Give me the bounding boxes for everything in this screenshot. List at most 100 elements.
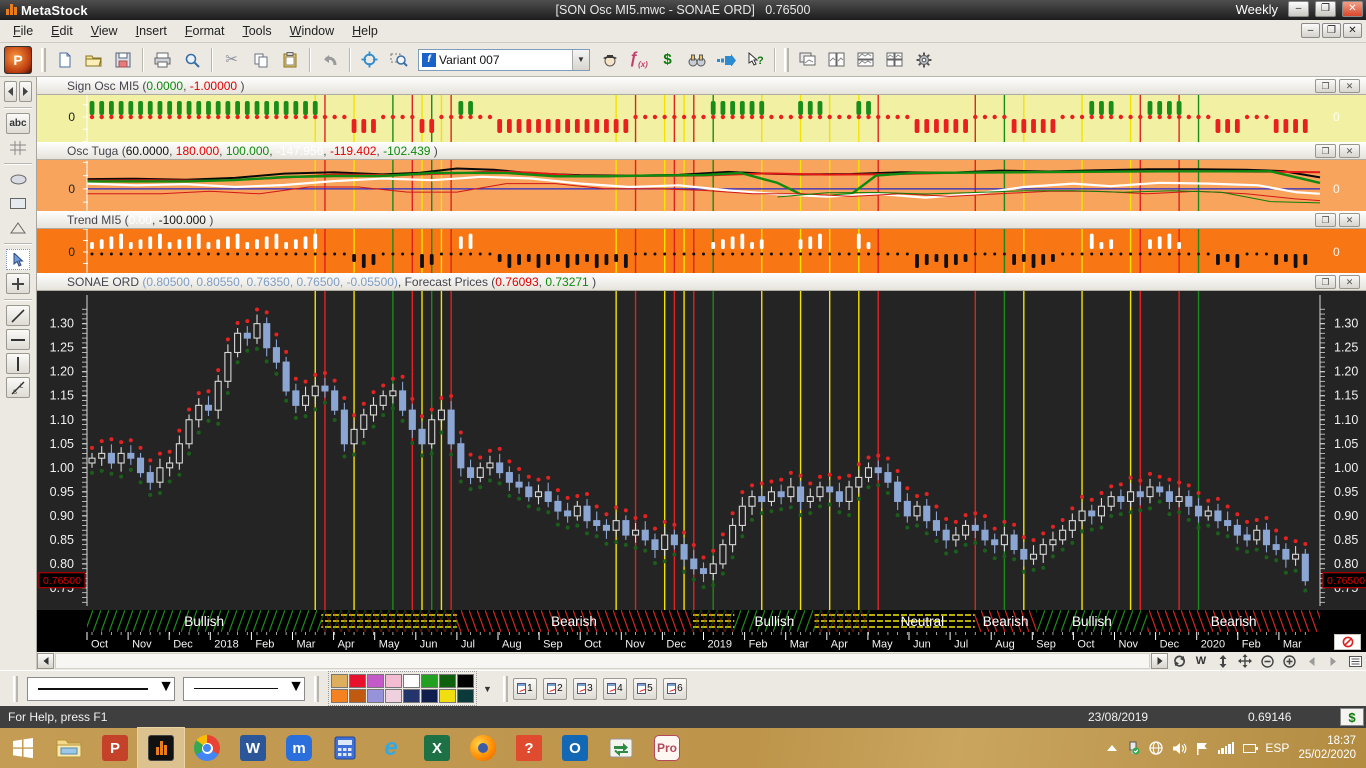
scroll-left-button[interactable] xyxy=(37,653,54,669)
color-swatch[interactable] xyxy=(439,674,456,688)
color-swatch[interactable] xyxy=(349,674,366,688)
menu-format[interactable]: Format xyxy=(184,24,225,38)
grid-tool[interactable] xyxy=(6,137,30,158)
signal-strength-icon[interactable] xyxy=(1217,742,1235,754)
color-swatch[interactable] xyxy=(331,674,348,688)
taskbar-chrome[interactable] xyxy=(184,728,230,768)
taskbar-excel[interactable]: X xyxy=(414,728,460,768)
crosshair-tool[interactable] xyxy=(6,273,30,294)
weekly-periodicity-button[interactable]: W xyxy=(1190,653,1212,669)
action-center-flag-icon[interactable] xyxy=(1196,742,1209,755)
tile-grid-button[interactable] xyxy=(881,46,908,73)
system-tester-button[interactable]: $ xyxy=(654,46,681,73)
ellipse-tool[interactable] xyxy=(6,169,30,190)
volume-icon[interactable] xyxy=(1172,742,1187,755)
pan-button[interactable] xyxy=(1234,653,1256,669)
paste-button[interactable] xyxy=(276,46,303,73)
line-weight-combobox[interactable]: ▼ xyxy=(183,676,305,701)
color-swatch[interactable] xyxy=(421,674,438,688)
color-swatch[interactable] xyxy=(457,689,474,703)
color-swatch[interactable] xyxy=(385,674,402,688)
open-chart-button[interactable] xyxy=(80,46,107,73)
clock[interactable]: 18:37 25/02/2020 xyxy=(1298,734,1356,763)
color-swatch[interactable] xyxy=(457,674,474,688)
line-style-combobox[interactable]: ▼ xyxy=(27,676,175,701)
pointer-tool[interactable] xyxy=(6,249,30,270)
price-close-button[interactable]: ✕ xyxy=(1339,275,1360,289)
prev-button[interactable] xyxy=(1300,653,1322,669)
network-icon[interactable] xyxy=(1149,741,1163,755)
color-swatch[interactable] xyxy=(331,689,348,703)
trend-close-button[interactable]: ✕ xyxy=(1339,213,1360,227)
explorer-button[interactable] xyxy=(596,46,623,73)
color-swatch[interactable] xyxy=(367,689,384,703)
cut-button[interactable]: ✂ xyxy=(218,46,245,73)
layout-button-6[interactable]: 6 xyxy=(662,677,687,700)
taskbar-maxthon[interactable]: m xyxy=(276,728,322,768)
color-swatch[interactable] xyxy=(367,674,384,688)
toolbar-grip[interactable] xyxy=(41,47,46,72)
copy-button[interactable] xyxy=(247,46,274,73)
print-button[interactable] xyxy=(149,46,176,73)
menu-view[interactable]: View xyxy=(90,24,118,38)
next-button[interactable] xyxy=(1322,653,1344,669)
taskbar-calculator[interactable] xyxy=(322,728,368,768)
battery-icon[interactable] xyxy=(1243,743,1259,753)
child-close-button[interactable]: ✕ xyxy=(1343,23,1362,38)
child-minimize-button[interactable]: – xyxy=(1301,23,1320,38)
taskbar-file-explorer[interactable] xyxy=(46,728,92,768)
sign-osc-maximize-button[interactable]: ❐ xyxy=(1315,79,1336,93)
taskbar-word[interactable]: W xyxy=(230,728,276,768)
color-swatch[interactable] xyxy=(421,689,438,703)
taskbar-powerpoint[interactable]: P xyxy=(92,728,138,768)
taskbar-outlook[interactable]: O xyxy=(552,728,598,768)
tile-vertical-button[interactable] xyxy=(823,46,850,73)
cascade-windows-button[interactable] xyxy=(794,46,821,73)
refresh-button[interactable] xyxy=(1168,653,1190,669)
context-help-button[interactable]: ? xyxy=(741,46,768,73)
indicator-builder-button[interactable]: ƒ(x) xyxy=(625,46,652,73)
no-entry-button[interactable] xyxy=(1334,634,1361,650)
palette-arrow[interactable]: ▼ xyxy=(483,683,492,694)
menu-edit[interactable]: Edit xyxy=(51,24,73,38)
trendline-tool[interactable] xyxy=(6,305,30,326)
taskbar-internet-explorer[interactable]: e xyxy=(368,728,414,768)
start-button[interactable] xyxy=(0,728,46,768)
save-button[interactable] xyxy=(109,46,136,73)
color-swatch[interactable] xyxy=(439,689,456,703)
zoom-out-button[interactable] xyxy=(1256,653,1278,669)
minimize-button[interactable]: – xyxy=(1288,1,1309,17)
osc-tuga-close-button[interactable]: ✕ xyxy=(1339,144,1360,158)
child-restore-button[interactable]: ❐ xyxy=(1322,23,1341,38)
menu-tools[interactable]: Tools xyxy=(242,24,272,38)
trend-maximize-button[interactable]: ❐ xyxy=(1315,213,1336,227)
layout-grip[interactable] xyxy=(502,675,508,702)
variant-combobox[interactable]: f Variant 007 ▼ xyxy=(418,48,590,71)
horizontal-line-tool[interactable] xyxy=(6,329,30,350)
color-swatch[interactable] xyxy=(403,674,420,688)
power-console-button[interactable]: P xyxy=(4,45,32,74)
palette-grip[interactable] xyxy=(314,675,319,702)
layout-button-3[interactable]: 3 xyxy=(572,677,597,700)
vertical-scale-button[interactable] xyxy=(1212,653,1234,669)
explorer-search-button[interactable] xyxy=(683,46,710,73)
style-toolbar-grip[interactable] xyxy=(13,675,18,702)
settings-button[interactable] xyxy=(910,46,937,73)
print-preview-button[interactable] xyxy=(178,46,205,73)
candlestick-chart[interactable]: 1.30 1.30 1.25 1.25 1.20 1.20 1.15 1.15 1.10 1.10… xyxy=(37,291,1366,610)
usb-device-icon[interactable] xyxy=(1126,741,1140,755)
vertical-line-tool[interactable] xyxy=(6,353,30,374)
new-chart-button[interactable] xyxy=(51,46,78,73)
rectangle-tool[interactable] xyxy=(6,193,30,214)
zoom-select-button[interactable] xyxy=(385,46,412,73)
taskbar-help-app[interactable]: ? xyxy=(506,728,552,768)
line-weight-arrow[interactable]: ▼ xyxy=(288,677,304,695)
menu-insert[interactable]: Insert xyxy=(135,24,167,38)
restore-button[interactable]: ❐ xyxy=(1315,1,1336,17)
list-button[interactable] xyxy=(1344,653,1366,669)
